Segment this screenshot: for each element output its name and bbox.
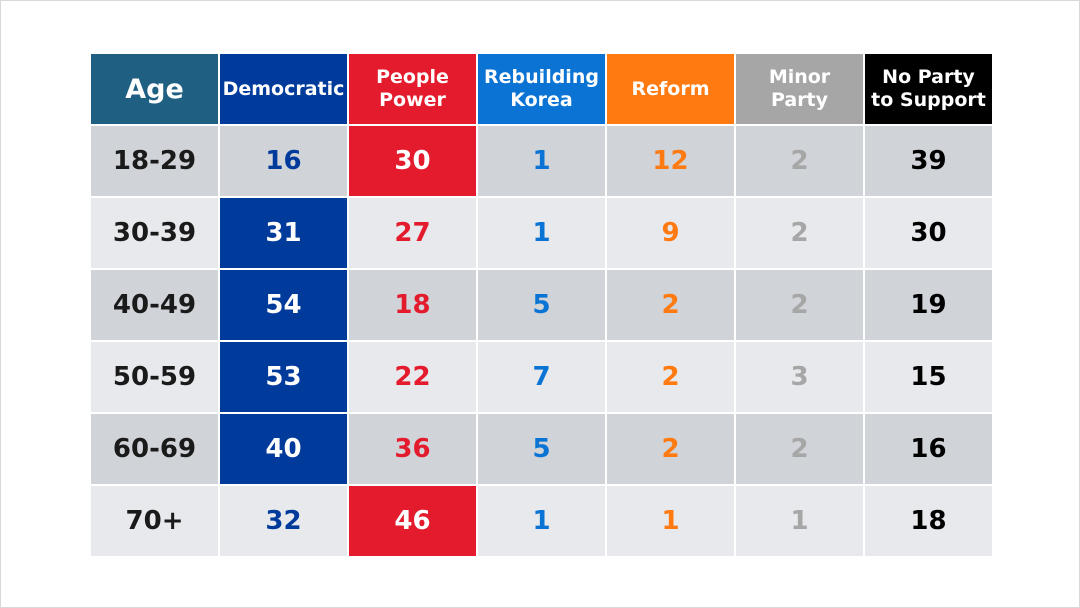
column-header-people-power: People Power [349, 54, 476, 126]
table-row: 18-29 16 30 1 12 2 39 [91, 126, 992, 198]
value-cell-people-power: 46 [349, 486, 476, 556]
header-row: Age Democratic People Power Rebuilding Korea R… [91, 54, 992, 126]
value-cell-reform: 12 [607, 126, 734, 198]
column-header-minor-party: Minor Party [736, 54, 863, 126]
value-cell-no-party: 39 [865, 126, 992, 198]
value-cell-democratic: 32 [220, 486, 347, 556]
table-row: 30-39 31 27 1 9 2 30 [91, 198, 992, 270]
value-cell-people-power: 27 [349, 198, 476, 270]
value-cell-no-party: 19 [865, 270, 992, 342]
age-cell: 40-49 [91, 270, 218, 342]
value-cell-no-party: 30 [865, 198, 992, 270]
column-header-no-party: No Party to Support [865, 54, 992, 126]
value-cell-reform: 2 [607, 414, 734, 486]
value-cell-no-party: 18 [865, 486, 992, 556]
value-cell-minor-party: 2 [736, 414, 863, 486]
value-cell-minor-party: 2 [736, 198, 863, 270]
value-cell-people-power: 18 [349, 270, 476, 342]
table-row: 60-69 40 36 5 2 2 16 [91, 414, 992, 486]
value-cell-no-party: 15 [865, 342, 992, 414]
value-cell-people-power: 30 [349, 126, 476, 198]
value-cell-minor-party: 2 [736, 270, 863, 342]
value-cell-reform: 2 [607, 270, 734, 342]
value-cell-democratic: 53 [220, 342, 347, 414]
age-cell: 50-59 [91, 342, 218, 414]
value-cell-democratic: 31 [220, 198, 347, 270]
value-cell-rebuilding-korea: 1 [478, 126, 605, 198]
table-body: 18-29 16 30 1 12 2 39 30-39 31 27 1 9 2 30 40-49 54 18 5 2… [91, 126, 992, 556]
value-cell-rebuilding-korea: 5 [478, 414, 605, 486]
column-header-age: Age [91, 54, 218, 126]
value-cell-people-power: 22 [349, 342, 476, 414]
age-cell: 60-69 [91, 414, 218, 486]
value-cell-no-party: 16 [865, 414, 992, 486]
value-cell-minor-party: 1 [736, 486, 863, 556]
value-cell-minor-party: 2 [736, 126, 863, 198]
value-cell-democratic: 40 [220, 414, 347, 486]
age-cell: 18-29 [91, 126, 218, 198]
value-cell-democratic: 16 [220, 126, 347, 198]
value-cell-rebuilding-korea: 1 [478, 486, 605, 556]
table-row: 50-59 53 22 7 2 3 15 [91, 342, 992, 414]
table-row: 40-49 54 18 5 2 2 19 [91, 270, 992, 342]
value-cell-people-power: 36 [349, 414, 476, 486]
value-cell-rebuilding-korea: 1 [478, 198, 605, 270]
value-cell-democratic: 54 [220, 270, 347, 342]
age-cell: 70+ [91, 486, 218, 556]
value-cell-reform: 2 [607, 342, 734, 414]
age-cell: 30-39 [91, 198, 218, 270]
value-cell-rebuilding-korea: 5 [478, 270, 605, 342]
column-header-rebuilding-korea: Rebuilding Korea [478, 54, 605, 126]
value-cell-minor-party: 3 [736, 342, 863, 414]
table-row: 70+ 32 46 1 1 1 18 [91, 486, 992, 556]
column-header-democratic: Democratic [220, 54, 347, 126]
value-cell-reform: 1 [607, 486, 734, 556]
party-support-by-age-table: Age Democratic People Power Rebuilding Korea R… [89, 54, 994, 556]
value-cell-rebuilding-korea: 7 [478, 342, 605, 414]
column-header-reform: Reform [607, 54, 734, 126]
value-cell-reform: 9 [607, 198, 734, 270]
